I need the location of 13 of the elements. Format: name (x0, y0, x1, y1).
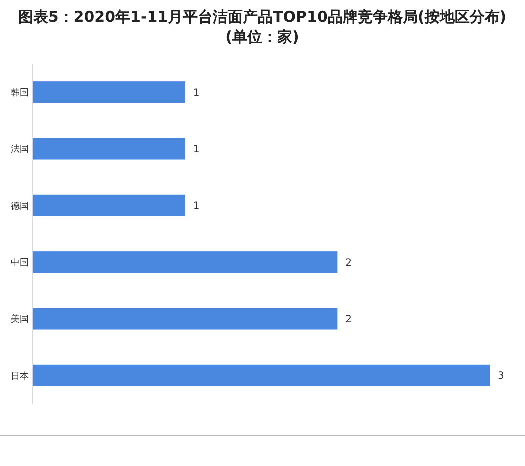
data-label: 1 (193, 144, 200, 156)
data-label: 2 (346, 258, 352, 269)
chart-title: 图表5：2020年1-11月平台洁面产品TOP10品牌竞争格局(按地区分布)(单位：家) (18, 8, 507, 46)
y-tick-label: 韩国 (11, 87, 29, 98)
data-label: 1 (193, 201, 200, 212)
data-label: 3 (498, 371, 504, 382)
y-tick-label: 德国 (11, 200, 29, 212)
y-tick-label: 美国 (11, 314, 29, 326)
data-label: 2 (346, 314, 352, 326)
y-tick-label: 日本 (11, 370, 29, 382)
data-label: 1 (193, 88, 200, 99)
y-tick-label: 中国 (11, 257, 29, 268)
y-tick-label: 法国 (11, 144, 29, 156)
